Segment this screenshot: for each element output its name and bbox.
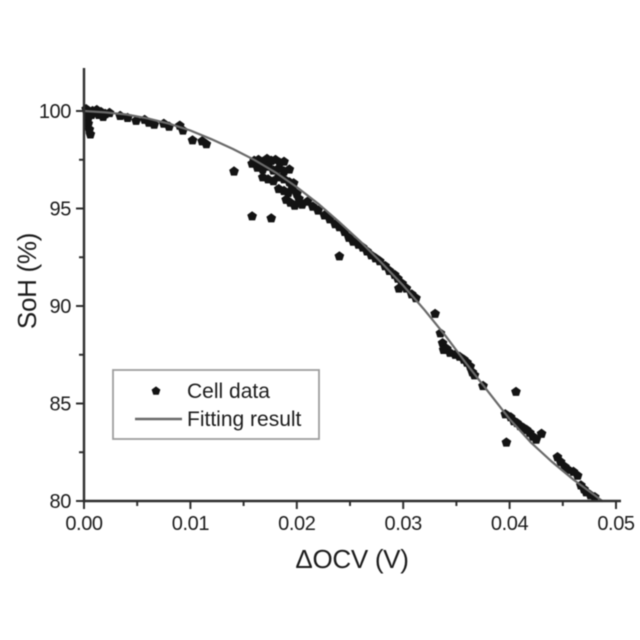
data-point xyxy=(430,308,440,318)
data-point xyxy=(435,328,446,338)
data-point xyxy=(437,338,448,348)
axes xyxy=(82,68,621,503)
data-point xyxy=(572,470,583,480)
x-tick-label: 0.03 xyxy=(385,513,423,535)
data-point xyxy=(131,115,141,125)
x-tick-label: 0.01 xyxy=(172,513,210,535)
data-point xyxy=(511,386,521,396)
data-point xyxy=(149,119,160,129)
y-axis-ticks xyxy=(76,110,84,502)
x-tick-label: 0.00 xyxy=(65,513,103,535)
y-tick-label: 85 xyxy=(50,394,72,416)
data-point xyxy=(115,110,125,120)
y-axis-title: SoH (%) xyxy=(12,233,42,329)
legend-border xyxy=(112,369,320,440)
data-point xyxy=(501,437,512,447)
data-point xyxy=(266,213,277,223)
x-tick-label: 0.04 xyxy=(491,513,529,535)
x-tick-label: 0.05 xyxy=(597,513,635,535)
data-point xyxy=(201,139,212,149)
legend: Cell data Fitting result xyxy=(112,369,320,440)
x-tick-labels: 0.00 0.01 0.02 0.03 0.04 0.05 xyxy=(65,513,635,535)
data-point xyxy=(85,129,96,139)
legend-label-fitting-result: Fitting result xyxy=(187,408,302,431)
data-point xyxy=(302,196,313,206)
data-point xyxy=(536,428,547,438)
data-point xyxy=(187,135,198,145)
data-point xyxy=(313,205,323,215)
fitting-result-line xyxy=(82,109,604,503)
y-tick-label: 100 xyxy=(39,101,71,123)
x-axis-title: ΔOCV (V) xyxy=(295,544,408,574)
legend-label-cell-data: Cell data xyxy=(187,380,270,403)
data-point xyxy=(247,211,257,221)
data-point xyxy=(334,251,345,261)
y-tick-labels: 80 85 90 95 100 xyxy=(39,101,72,513)
x-tick-label: 0.02 xyxy=(278,513,316,535)
legend-marker-pentagon-icon xyxy=(151,386,161,395)
y-tick-label: 80 xyxy=(50,491,72,513)
data-point xyxy=(279,156,289,166)
data-point xyxy=(411,293,421,303)
y-tick-label: 90 xyxy=(50,296,72,318)
y-tick-label: 95 xyxy=(50,199,72,221)
data-point xyxy=(284,164,295,174)
cell-data-series xyxy=(81,104,600,502)
data-point xyxy=(229,166,239,176)
x-axis-ticks xyxy=(83,501,617,509)
